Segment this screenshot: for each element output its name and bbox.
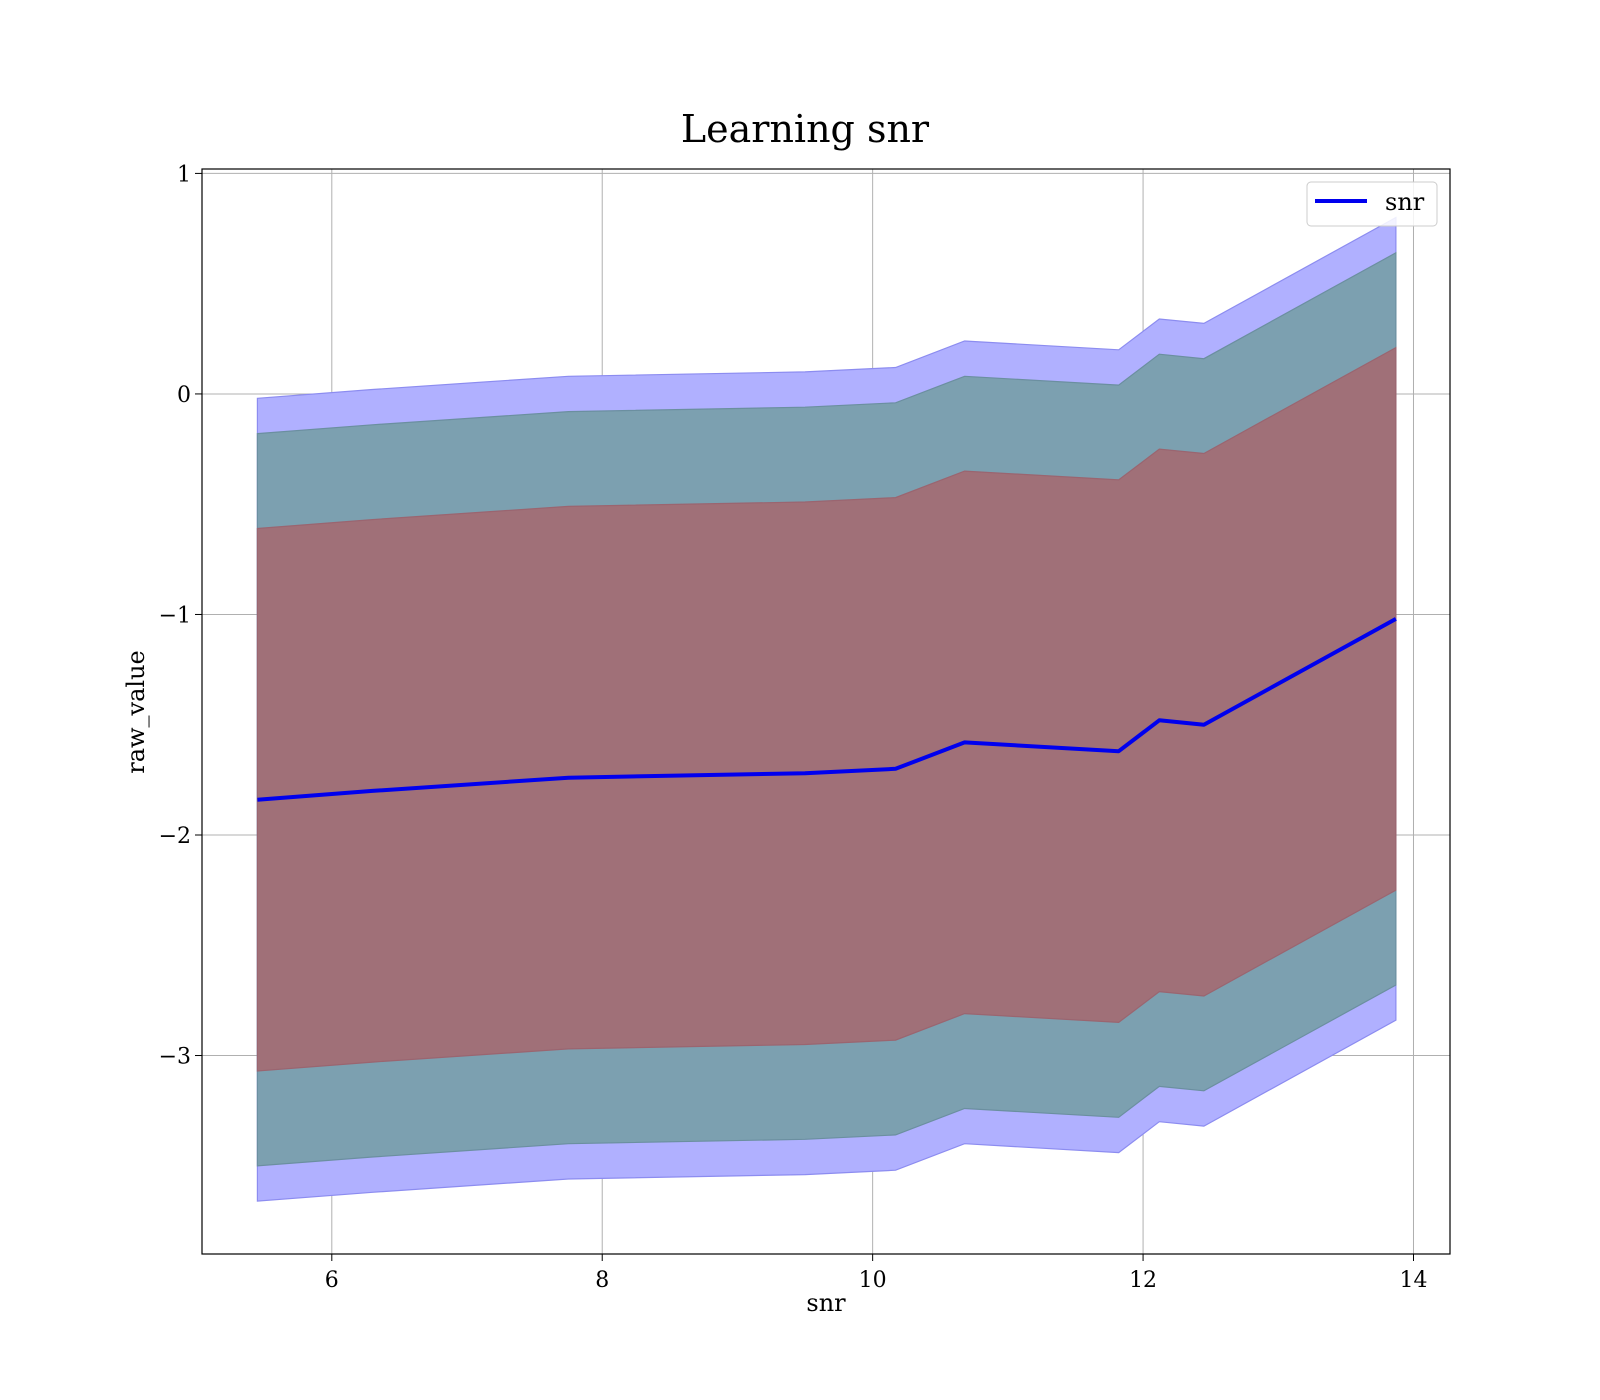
x-axis-label: snr (806, 1289, 846, 1317)
x-tick-label: 8 (595, 1268, 609, 1293)
y-axis-label: raw_value (122, 650, 150, 774)
legend-label-snr: snr (1385, 188, 1425, 216)
x-tick-label: 14 (1399, 1268, 1427, 1293)
legend: snr (1306, 181, 1438, 227)
series-line-snr (257, 617, 1397, 802)
x-tick-label: 12 (1129, 1268, 1157, 1293)
plot-area-frame (201, 168, 1451, 1255)
series-lines (257, 617, 1397, 802)
y-tick-label: −2 (159, 824, 191, 849)
y-tick-label: 0 (177, 383, 191, 408)
y-tick-label: −1 (159, 603, 191, 628)
legend-box (1306, 181, 1438, 227)
confidence-bands (256, 216, 1397, 1202)
y-tick-label: 1 (177, 162, 191, 187)
chart-title: Learning snr (681, 107, 930, 151)
y-tick-label: −3 (159, 1045, 191, 1070)
confidence-band-3 (256, 346, 1397, 1072)
x-tick-label: 10 (859, 1268, 887, 1293)
x-tick-label: 6 (325, 1268, 339, 1293)
